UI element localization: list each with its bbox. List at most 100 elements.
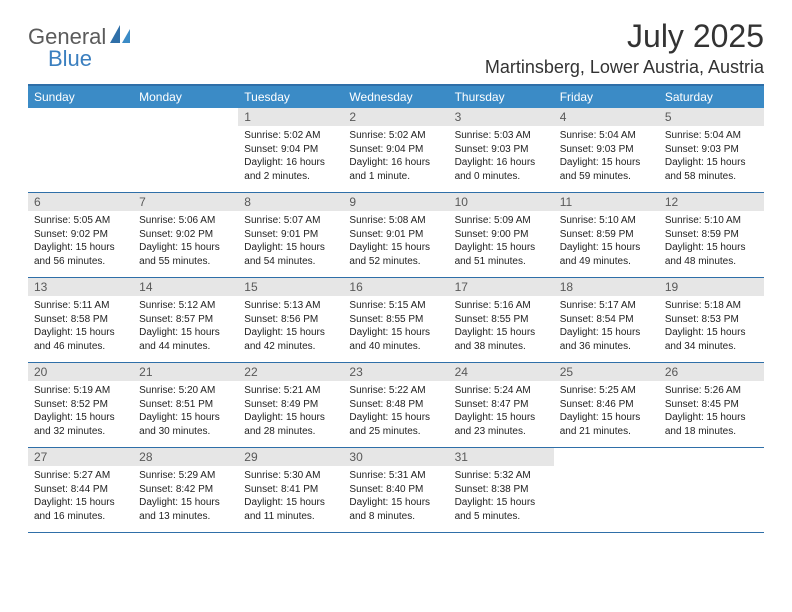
day-number: 9 [343, 193, 448, 211]
day-cell: 24Sunrise: 5:24 AMSunset: 8:47 PMDayligh… [449, 363, 554, 447]
sunrise-text: Sunrise: 5:10 AM [560, 214, 653, 228]
day-cell: 14Sunrise: 5:12 AMSunset: 8:57 PMDayligh… [133, 278, 238, 362]
sunset-text: Sunset: 8:59 PM [665, 228, 758, 242]
day-number: 2 [343, 108, 448, 126]
dow-saturday: Saturday [659, 86, 764, 108]
day-number: 30 [343, 448, 448, 466]
daylight-text: Daylight: 15 hours and 16 minutes. [34, 496, 127, 523]
sunrise-text: Sunrise: 5:18 AM [665, 299, 758, 313]
day-cell: 2Sunrise: 5:02 AMSunset: 9:04 PMDaylight… [343, 108, 448, 192]
day-number: 7 [133, 193, 238, 211]
day-cell: 15Sunrise: 5:13 AMSunset: 8:56 PMDayligh… [238, 278, 343, 362]
day-details: Sunrise: 5:22 AMSunset: 8:48 PMDaylight:… [343, 381, 448, 438]
sunrise-text: Sunrise: 5:26 AM [665, 384, 758, 398]
sunset-text: Sunset: 8:58 PM [34, 313, 127, 327]
day-cell: 7Sunrise: 5:06 AMSunset: 9:02 PMDaylight… [133, 193, 238, 277]
day-details: Sunrise: 5:08 AMSunset: 9:01 PMDaylight:… [343, 211, 448, 268]
daylight-text: Daylight: 15 hours and 56 minutes. [34, 241, 127, 268]
logo-sail-icon [110, 25, 132, 50]
daylight-text: Daylight: 15 hours and 32 minutes. [34, 411, 127, 438]
daylight-text: Daylight: 15 hours and 13 minutes. [139, 496, 232, 523]
daylight-text: Daylight: 16 hours and 0 minutes. [455, 156, 548, 183]
day-number: 25 [554, 363, 659, 381]
day-number: 6 [28, 193, 133, 211]
day-details: Sunrise: 5:27 AMSunset: 8:44 PMDaylight:… [28, 466, 133, 523]
sunrise-text: Sunrise: 5:09 AM [455, 214, 548, 228]
daylight-text: Daylight: 15 hours and 59 minutes. [560, 156, 653, 183]
day-details: Sunrise: 5:11 AMSunset: 8:58 PMDaylight:… [28, 296, 133, 353]
dow-thursday: Thursday [449, 86, 554, 108]
sunrise-text: Sunrise: 5:05 AM [34, 214, 127, 228]
day-details: Sunrise: 5:25 AMSunset: 8:46 PMDaylight:… [554, 381, 659, 438]
daylight-text: Daylight: 15 hours and 25 minutes. [349, 411, 442, 438]
daylight-text: Daylight: 15 hours and 54 minutes. [244, 241, 337, 268]
day-cell: 9Sunrise: 5:08 AMSunset: 9:01 PMDaylight… [343, 193, 448, 277]
dow-monday: Monday [133, 86, 238, 108]
day-details: Sunrise: 5:02 AMSunset: 9:04 PMDaylight:… [343, 126, 448, 183]
day-cell: 25Sunrise: 5:25 AMSunset: 8:46 PMDayligh… [554, 363, 659, 447]
daylight-text: Daylight: 15 hours and 11 minutes. [244, 496, 337, 523]
daylight-text: Daylight: 15 hours and 51 minutes. [455, 241, 548, 268]
day-number: 21 [133, 363, 238, 381]
day-number: 22 [238, 363, 343, 381]
day-cell: 27Sunrise: 5:27 AMSunset: 8:44 PMDayligh… [28, 448, 133, 532]
daylight-text: Daylight: 15 hours and 55 minutes. [139, 241, 232, 268]
sunset-text: Sunset: 8:41 PM [244, 483, 337, 497]
sunrise-text: Sunrise: 5:32 AM [455, 469, 548, 483]
sunset-text: Sunset: 8:57 PM [139, 313, 232, 327]
sunrise-text: Sunrise: 5:06 AM [139, 214, 232, 228]
calendar-page: General Blue July 2025 Martinsberg, Lowe… [0, 0, 792, 551]
day-number: 20 [28, 363, 133, 381]
day-cell: 4Sunrise: 5:04 AMSunset: 9:03 PMDaylight… [554, 108, 659, 192]
day-details: Sunrise: 5:15 AMSunset: 8:55 PMDaylight:… [343, 296, 448, 353]
daylight-text: Daylight: 15 hours and 40 minutes. [349, 326, 442, 353]
sunrise-text: Sunrise: 5:11 AM [34, 299, 127, 313]
sunset-text: Sunset: 9:00 PM [455, 228, 548, 242]
day-details: Sunrise: 5:18 AMSunset: 8:53 PMDaylight:… [659, 296, 764, 353]
daylight-text: Daylight: 15 hours and 23 minutes. [455, 411, 548, 438]
day-number: 4 [554, 108, 659, 126]
week-row: 13Sunrise: 5:11 AMSunset: 8:58 PMDayligh… [28, 278, 764, 363]
day-number: 13 [28, 278, 133, 296]
day-cell: 13Sunrise: 5:11 AMSunset: 8:58 PMDayligh… [28, 278, 133, 362]
day-number: 31 [449, 448, 554, 466]
day-number: 1 [238, 108, 343, 126]
daylight-text: Daylight: 15 hours and 34 minutes. [665, 326, 758, 353]
calendar-grid: Sunday Monday Tuesday Wednesday Thursday… [28, 84, 764, 533]
week-row: 6Sunrise: 5:05 AMSunset: 9:02 PMDaylight… [28, 193, 764, 278]
day-cell: 29Sunrise: 5:30 AMSunset: 8:41 PMDayligh… [238, 448, 343, 532]
sunrise-text: Sunrise: 5:16 AM [455, 299, 548, 313]
page-title: July 2025 [485, 18, 764, 55]
daylight-text: Daylight: 15 hours and 46 minutes. [34, 326, 127, 353]
sunset-text: Sunset: 8:45 PM [665, 398, 758, 412]
sunrise-text: Sunrise: 5:19 AM [34, 384, 127, 398]
sunset-text: Sunset: 8:51 PM [139, 398, 232, 412]
day-number: 24 [449, 363, 554, 381]
day-details: Sunrise: 5:30 AMSunset: 8:41 PMDaylight:… [238, 466, 343, 523]
daylight-text: Daylight: 15 hours and 36 minutes. [560, 326, 653, 353]
sunset-text: Sunset: 8:48 PM [349, 398, 442, 412]
sunrise-text: Sunrise: 5:21 AM [244, 384, 337, 398]
day-of-week-header: Sunday Monday Tuesday Wednesday Thursday… [28, 86, 764, 108]
day-details: Sunrise: 5:21 AMSunset: 8:49 PMDaylight:… [238, 381, 343, 438]
sunrise-text: Sunrise: 5:02 AM [349, 129, 442, 143]
day-cell: 12Sunrise: 5:10 AMSunset: 8:59 PMDayligh… [659, 193, 764, 277]
daylight-text: Daylight: 15 hours and 42 minutes. [244, 326, 337, 353]
sunrise-text: Sunrise: 5:17 AM [560, 299, 653, 313]
sunrise-text: Sunrise: 5:04 AM [665, 129, 758, 143]
day-number: 5 [659, 108, 764, 126]
page-header: General Blue July 2025 Martinsberg, Lowe… [28, 18, 764, 78]
sunrise-text: Sunrise: 5:12 AM [139, 299, 232, 313]
day-details: Sunrise: 5:06 AMSunset: 9:02 PMDaylight:… [133, 211, 238, 268]
day-cell: 10Sunrise: 5:09 AMSunset: 9:00 PMDayligh… [449, 193, 554, 277]
daylight-text: Daylight: 15 hours and 48 minutes. [665, 241, 758, 268]
day-cell: 6Sunrise: 5:05 AMSunset: 9:02 PMDaylight… [28, 193, 133, 277]
day-cell: 30Sunrise: 5:31 AMSunset: 8:40 PMDayligh… [343, 448, 448, 532]
sunrise-text: Sunrise: 5:08 AM [349, 214, 442, 228]
day-details: Sunrise: 5:03 AMSunset: 9:03 PMDaylight:… [449, 126, 554, 183]
day-cell: 18Sunrise: 5:17 AMSunset: 8:54 PMDayligh… [554, 278, 659, 362]
daylight-text: Daylight: 16 hours and 1 minute. [349, 156, 442, 183]
sunset-text: Sunset: 8:38 PM [455, 483, 548, 497]
day-details: Sunrise: 5:10 AMSunset: 8:59 PMDaylight:… [659, 211, 764, 268]
daylight-text: Daylight: 15 hours and 21 minutes. [560, 411, 653, 438]
